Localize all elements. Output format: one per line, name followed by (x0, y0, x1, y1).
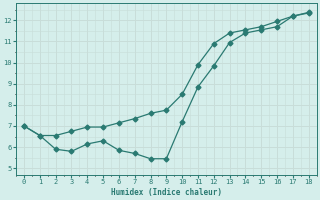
X-axis label: Humidex (Indice chaleur): Humidex (Indice chaleur) (111, 188, 222, 197)
